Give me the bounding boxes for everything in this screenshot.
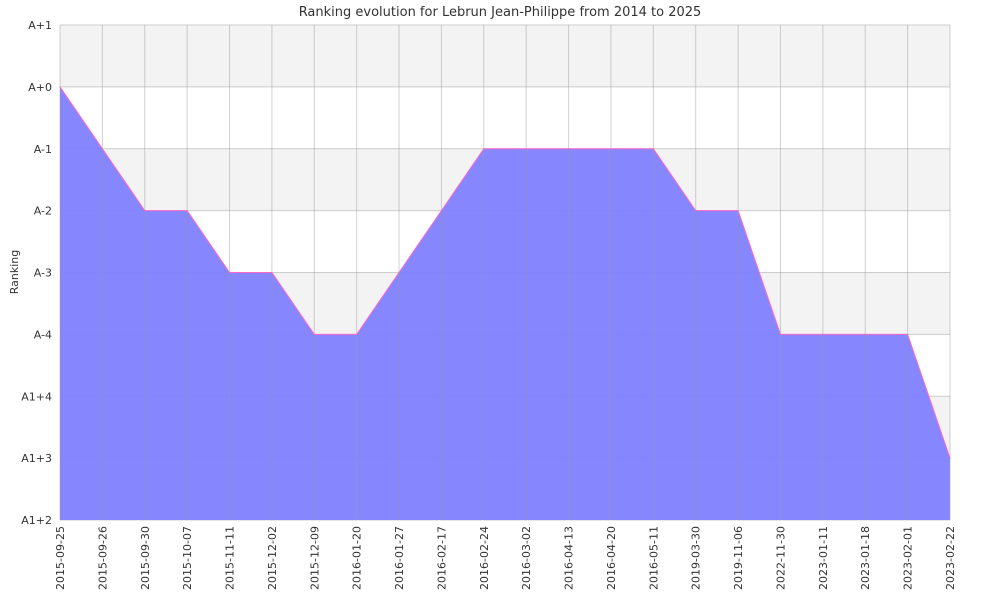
chart-title: Ranking evolution for Lebrun Jean-Philip… <box>299 5 702 20</box>
ranking-point <box>695 210 697 212</box>
x-tick-label: 2015-11-11 <box>224 526 237 590</box>
y-tick-label: A+0 <box>28 81 52 94</box>
x-tick-label: 2019-03-30 <box>690 526 703 590</box>
x-tick-label: 2023-02-01 <box>902 526 915 590</box>
x-tick-label: 2022-11-30 <box>774 526 787 590</box>
ranking-point <box>567 148 570 150</box>
ranking-point <box>525 148 527 150</box>
ranking-point <box>737 210 739 212</box>
x-tick-label: 2015-12-02 <box>266 526 279 590</box>
y-tick-label: A1+2 <box>21 514 52 527</box>
ranking-point <box>313 333 315 335</box>
y-axis-label: Ranking <box>8 250 21 295</box>
x-tick-label: 2016-04-13 <box>563 526 576 590</box>
x-tick-label: 2015-10-07 <box>181 526 194 590</box>
ranking-point <box>440 210 443 212</box>
x-tick-label: 2016-03-02 <box>520 526 533 590</box>
ranking-point <box>228 271 231 274</box>
x-tick-label: 2016-04-20 <box>605 526 618 590</box>
y-tick-labels: A1+2 A1+3 A1+4 A-4 A-3 A-2 A-1 A+0 A+1 <box>21 19 52 527</box>
x-tick-labels: 2015-09-25 2015-09-26 2015-09-30 2015-10-07… <box>54 526 957 590</box>
ranking-line <box>59 86 951 459</box>
x-tick-label: 2015-09-30 <box>139 526 152 590</box>
ranking-point <box>144 210 146 212</box>
x-tick-label: 2015-12-09 <box>308 526 321 590</box>
ranking-point <box>949 457 951 459</box>
area-layer <box>59 86 951 520</box>
x-tick-label: 2016-01-27 <box>393 526 406 590</box>
ranking-point <box>864 333 866 335</box>
ranking-point <box>186 210 188 212</box>
ranking-point <box>398 271 400 274</box>
ranking-point <box>483 148 485 150</box>
y-tick-label: A-1 <box>34 143 52 156</box>
x-tick-label: 2019-11-06 <box>732 526 745 590</box>
y-tick-label: A+1 <box>28 19 52 32</box>
x-tick-label: 2016-05-11 <box>647 526 660 590</box>
x-tick-label: 2023-01-11 <box>817 526 830 590</box>
y-tick-label: A1+4 <box>21 390 52 403</box>
background-band <box>60 25 950 87</box>
ranking-point <box>271 271 273 274</box>
y-tick-label: A1+3 <box>21 452 52 465</box>
y-tick-label: A-4 <box>34 328 52 341</box>
x-tick-label: 2015-09-25 <box>54 526 67 590</box>
ranking-point <box>59 86 61 88</box>
ranking-point <box>907 333 909 335</box>
ranking-point <box>779 333 782 335</box>
x-tick-label: 2015-09-26 <box>96 526 109 590</box>
ranking-point <box>610 148 612 150</box>
x-tick-label: 2023-01-18 <box>859 526 872 590</box>
x-tick-label: 2016-02-17 <box>435 526 448 590</box>
y-tick-label: A-3 <box>34 267 52 280</box>
ranking-point <box>652 148 654 150</box>
y-tick-label: A-2 <box>34 205 52 218</box>
ranking-point <box>356 333 358 335</box>
ranking-point <box>822 333 824 335</box>
x-tick-label: 2016-01-20 <box>351 526 364 590</box>
x-tick-label: 2023-02-22 <box>944 526 957 590</box>
x-tick-label: 2016-02-24 <box>478 526 491 590</box>
vertical-gridlines <box>59 25 951 520</box>
ranking-area <box>60 86 950 520</box>
ranking-point <box>101 148 103 150</box>
